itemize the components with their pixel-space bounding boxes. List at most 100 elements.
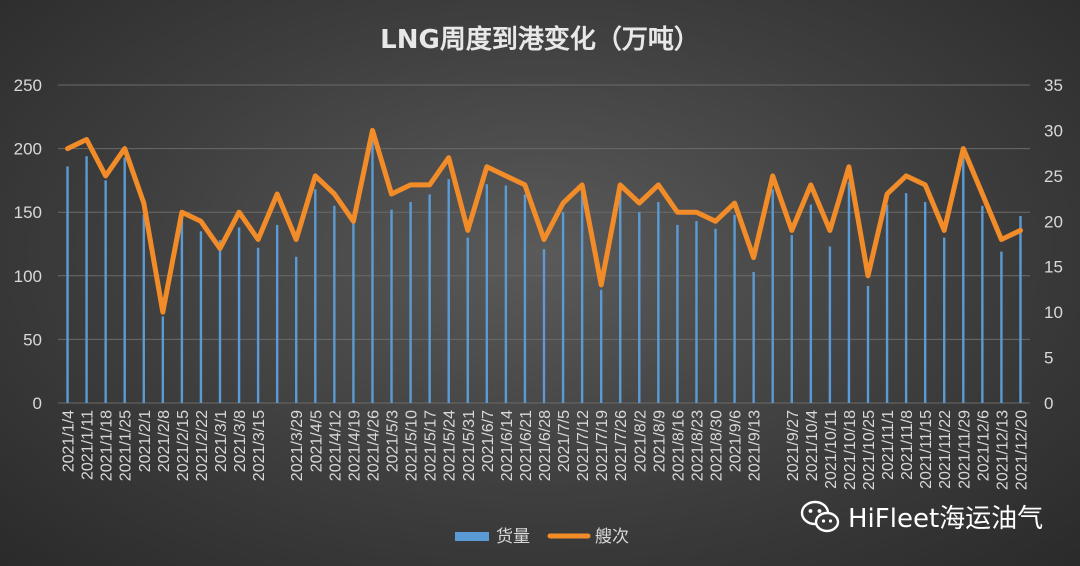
- bar: [752, 271, 755, 403]
- x-tick-label: 2021/1/18: [99, 410, 116, 481]
- left-axis-tick-labels: 0 50 100 150 200 250: [14, 76, 42, 413]
- y-left-tick-label: 50: [23, 330, 42, 349]
- x-tick-label: 2021/1/4: [61, 410, 78, 472]
- x-tick-label: 2021/2/8: [156, 410, 173, 472]
- x-tick-label: 2021/1/11: [80, 410, 97, 480]
- bar: [809, 204, 813, 403]
- legend-swatch-cargo: [455, 532, 489, 541]
- x-tick-label: 2021/9/27: [785, 410, 802, 481]
- bar: [580, 191, 584, 403]
- y-right-tick-label: 0: [1044, 394, 1053, 413]
- bar: [256, 247, 260, 403]
- bar: [619, 193, 622, 403]
- bar: [123, 157, 126, 403]
- x-tick-label: 2021/6/14: [499, 410, 516, 481]
- x-tick-label: 2021/6/28: [537, 410, 554, 481]
- y-right-tick-label: 20: [1044, 212, 1063, 231]
- bar: [714, 228, 717, 403]
- bar: [237, 227, 241, 403]
- y-right-tick-label: 35: [1044, 76, 1063, 95]
- bar: [561, 212, 565, 403]
- bar-series-cargo: [66, 135, 1022, 403]
- x-tick-label: 2021/12/20: [1013, 410, 1030, 490]
- x-tick-label: 2021/8/2: [632, 410, 649, 472]
- x-tick-label: 2021/5/31: [461, 410, 478, 481]
- bar: [962, 156, 965, 403]
- bar: [466, 237, 469, 403]
- right-axis-tick-labels: 0 5 10 15 20 25 30 35: [1044, 76, 1063, 413]
- bar: [943, 237, 946, 403]
- bar: [676, 224, 679, 403]
- x-tick-label: 2021/4/12: [327, 410, 344, 481]
- y-right-tick-label: 15: [1044, 258, 1063, 277]
- x-tick-label: 2021/9/13: [747, 410, 764, 481]
- bar: [885, 204, 889, 403]
- watermark: HiFleet海运油气: [800, 498, 1043, 535]
- bar: [866, 285, 870, 403]
- bar: [904, 193, 908, 403]
- bar: [733, 214, 736, 403]
- bar: [790, 235, 793, 403]
- bar: [142, 214, 145, 403]
- bar: [333, 205, 336, 403]
- bar: [447, 179, 450, 403]
- bar: [199, 231, 203, 403]
- bar: [847, 181, 851, 403]
- x-tick-label: 2021/11/1: [880, 410, 897, 480]
- x-tick-label: 2021/7/12: [575, 410, 592, 481]
- x-tick-label: 2021/2/22: [194, 410, 211, 481]
- bar: [66, 166, 69, 403]
- bar: [428, 194, 431, 403]
- bar: [1000, 251, 1003, 403]
- x-tick-label: 2021/4/26: [365, 410, 382, 481]
- y-right-tick-label: 30: [1044, 121, 1063, 140]
- x-tick-label: 2021/11/8: [899, 410, 916, 480]
- x-tick-label: 2021/2/15: [175, 410, 192, 481]
- bar: [352, 218, 355, 403]
- x-tick-label: 2021/1/25: [118, 410, 135, 481]
- legend-label-cargo: 货量: [496, 527, 530, 547]
- x-tick-label: 2021/2/1: [137, 410, 154, 472]
- chart-title: LNG周度到港变化（万吨）: [380, 24, 700, 55]
- x-tick-label: 2021/6/21: [518, 410, 535, 481]
- x-tick-label: 2021/5/24: [442, 410, 459, 481]
- x-tick-label: 2021/3/15: [251, 410, 268, 481]
- bar: [1019, 216, 1022, 403]
- x-tick-label: 2021/10/11: [823, 410, 840, 489]
- y-left-tick-label: 250: [14, 76, 42, 95]
- x-tick-label: 2021/10/4: [804, 410, 821, 481]
- bar: [657, 202, 660, 403]
- y-left-tick-label: 150: [14, 203, 42, 222]
- x-tick-label: 2021/8/9: [651, 410, 668, 472]
- legend: 货量 艘次: [455, 527, 629, 547]
- x-tick-label: 2021/3/8: [232, 410, 249, 472]
- bar: [314, 189, 317, 403]
- x-tick-label: 2021/5/3: [385, 410, 402, 472]
- bar: [180, 214, 184, 403]
- bar: [85, 156, 88, 403]
- bar: [923, 202, 927, 403]
- x-tick-label: 2021/11/29: [956, 410, 973, 489]
- y-left-tick-label: 200: [14, 140, 42, 159]
- y-left-tick-label: 100: [14, 267, 42, 286]
- x-tick-label: 2021/3/1: [213, 410, 230, 472]
- bar: [104, 180, 107, 403]
- y-left-tick-label: 0: [33, 394, 42, 413]
- bar: [504, 185, 508, 403]
- x-tick-label: 2021/4/19: [346, 410, 363, 481]
- bar: [295, 256, 298, 403]
- wechat-icon: [800, 500, 840, 532]
- bar: [275, 224, 279, 403]
- x-tick-label: 2021/5/17: [423, 410, 440, 481]
- x-tick-label: 2021/7/5: [556, 410, 573, 472]
- x-tick-label: 2021/3/29: [289, 410, 306, 481]
- bar: [542, 249, 546, 403]
- bar: [981, 205, 984, 403]
- x-tick-label: 2021/6/7: [480, 410, 497, 472]
- x-axis-tick-labels: 2021/1/4 2021/1/11 2021/1/18 2021/1/25 2021/…: [61, 410, 1031, 490]
- bar: [771, 189, 774, 403]
- x-tick-label: 2021/4/5: [308, 410, 325, 472]
- bar: [390, 209, 393, 403]
- x-tick-label: 2021/12/6: [975, 410, 992, 481]
